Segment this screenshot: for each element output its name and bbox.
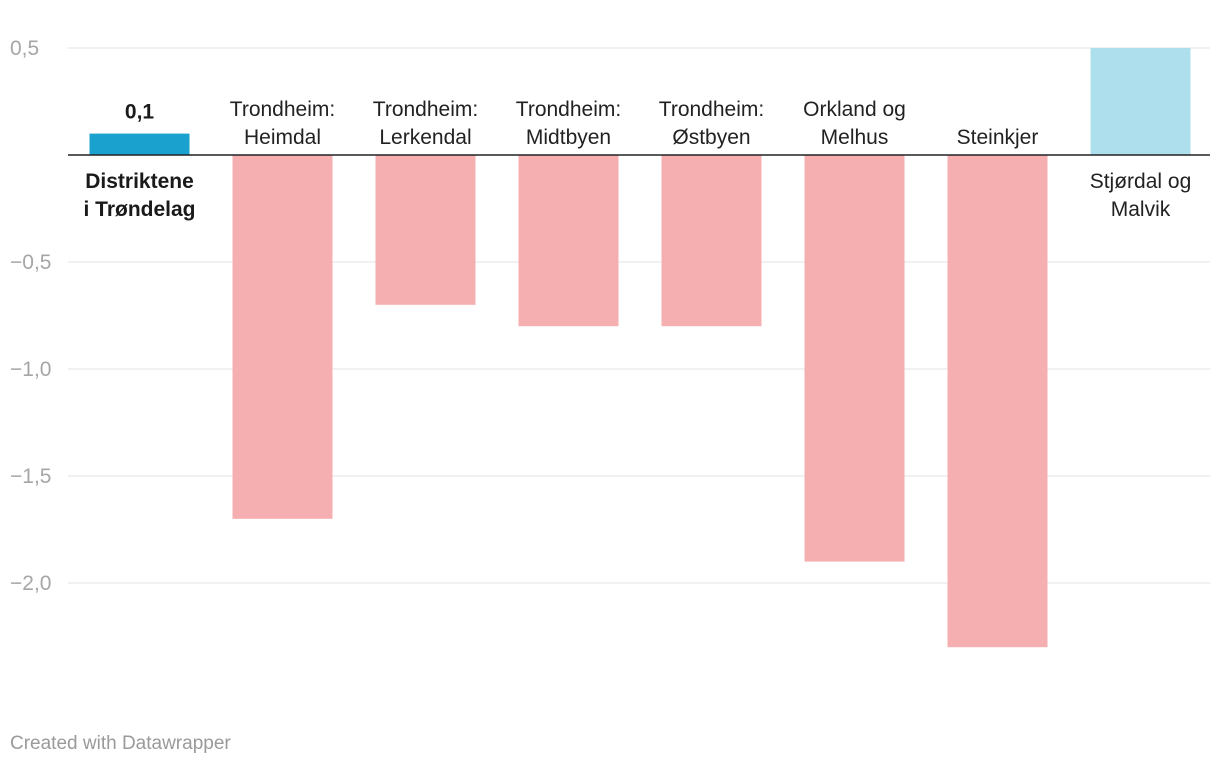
category-label: Stjørdal og	[1090, 170, 1192, 193]
category-label: Trondheim:	[516, 98, 621, 121]
bar	[518, 155, 619, 327]
category-label: Steinkjer	[957, 126, 1039, 149]
y-tick-label: −1,0	[10, 358, 51, 381]
y-tick-label: −0,5	[10, 251, 51, 274]
y-axis-tick-labels: 0,5 −0,5 −1,0 −1,5 −2,0	[10, 37, 51, 595]
bar	[232, 155, 333, 519]
y-tick-label: 0,5	[10, 37, 39, 60]
bar	[661, 155, 762, 327]
category-label: Midtbyen	[526, 126, 611, 149]
bar	[1090, 48, 1191, 155]
category-label: Trondheim:	[373, 98, 478, 121]
category-labels: Distriktene i Trøndelag 0,1 Trondheim: Heimd…	[83, 98, 1191, 221]
bar	[804, 155, 905, 562]
category-label: Malvik	[1111, 198, 1171, 221]
y-tick-label: −1,5	[10, 465, 51, 488]
category-label: Trondheim:	[230, 98, 335, 121]
category-label: Distriktene	[85, 170, 194, 193]
category-label: Orkland og	[803, 98, 906, 121]
y-tick-label: −2,0	[10, 572, 51, 595]
bar-chart: 0,5 −0,5 −1,0 −1,5 −2,0 Distriktene i Trøndel…	[10, 37, 1210, 648]
category-label: Lerkendal	[379, 126, 471, 149]
category-label: Heimdal	[244, 126, 321, 149]
category-label: Melhus	[821, 126, 889, 149]
bar	[947, 155, 1048, 648]
bar	[89, 133, 190, 155]
category-label: i Trøndelag	[83, 198, 195, 221]
bar	[375, 155, 476, 305]
datawrapper-credit: Created with Datawrapper	[10, 733, 231, 754]
category-label: Østbyen	[672, 126, 750, 149]
bars	[89, 48, 1191, 648]
value-label: 0,1	[125, 101, 155, 124]
category-label: Trondheim:	[659, 98, 764, 121]
